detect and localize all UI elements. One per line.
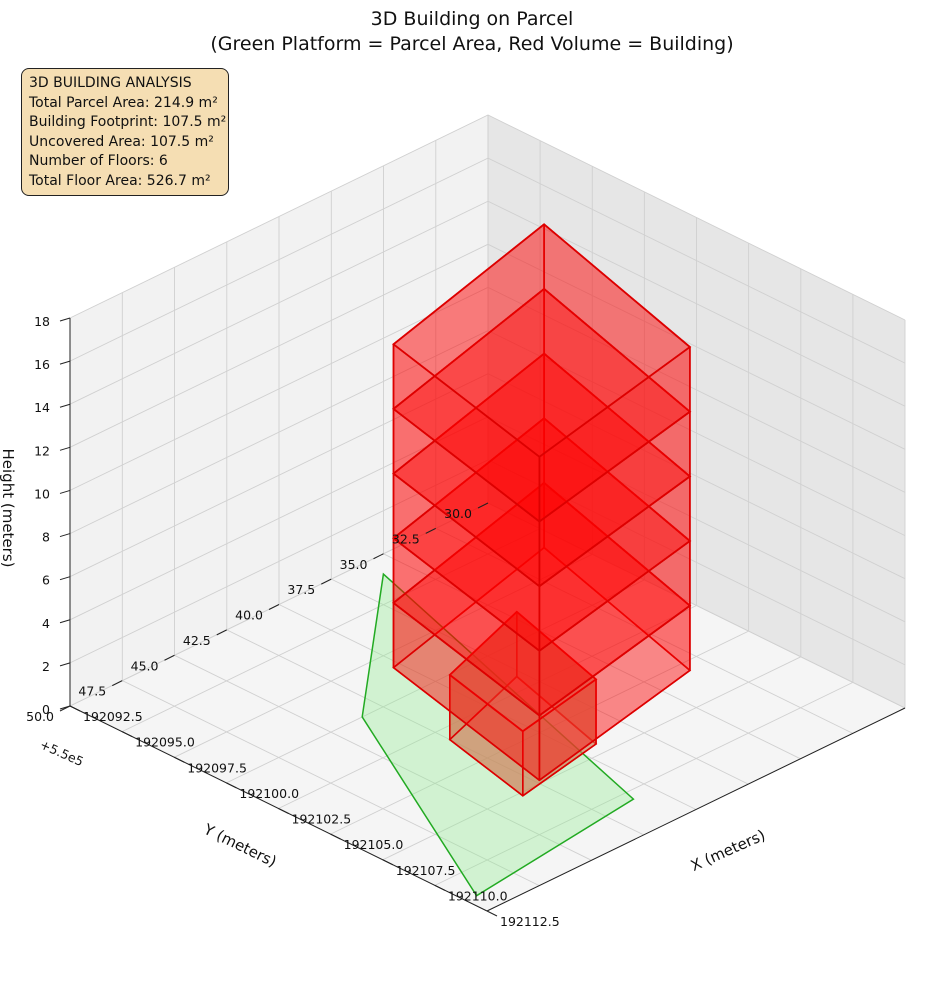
y-tick-label: 50.0 (26, 709, 54, 724)
x-tick (174, 756, 185, 763)
info-line-footprint: Building Footprint: 107.5 m² (29, 114, 227, 131)
chart-title-line1: 3D Building on Parcel (370, 8, 574, 30)
x-tick-label: 192095.0 (135, 735, 195, 750)
x-tick-label: 192100.0 (239, 786, 299, 801)
x-tick (226, 782, 237, 789)
z-tick (59, 489, 71, 494)
x-axis-line (486, 707, 906, 912)
info-line-floor-area: Total Floor Area: 526.7 m² (29, 172, 211, 189)
x-tick (486, 910, 498, 917)
y-tick (425, 527, 436, 534)
y-tick-label: 30.0 (444, 506, 472, 521)
z-tick-label: 4 (42, 616, 50, 631)
y-tick (477, 502, 489, 509)
z-tick (59, 662, 71, 667)
grid-line-z (69, 373, 906, 580)
z-tick-label: 18 (34, 314, 50, 329)
grid-line-z (69, 157, 906, 364)
info-line-parcel-area: Total Parcel Area: 214.9 m² (29, 94, 218, 111)
z-tick (59, 705, 71, 710)
y-tick-label: 37.5 (287, 582, 315, 597)
x-tick-label: 192102.5 (292, 812, 352, 827)
x-tick (278, 808, 289, 814)
x-tick (382, 859, 393, 866)
y-tick (164, 654, 175, 661)
grid-line-z (69, 243, 906, 450)
x-tick-label: 192107.5 (396, 863, 456, 878)
z-tick-label: 8 (42, 530, 50, 545)
y-tick-label: 47.5 (78, 684, 106, 699)
z-tick-label: 6 (42, 573, 50, 588)
info-heading: 3D BUILDING ANALYSIS (29, 75, 192, 91)
info-line-uncovered: Uncovered Area: 107.5 m² (29, 133, 214, 150)
floor-4 (392, 352, 692, 652)
z-tick (59, 317, 71, 322)
z-tick-label: 16 (34, 357, 50, 372)
grid-line-z (69, 459, 906, 666)
z-tick (59, 360, 71, 365)
z-tick-label: 10 (34, 486, 50, 501)
z-tick-label: 14 (34, 400, 50, 415)
grid-line-z (69, 114, 906, 321)
z-tick (59, 576, 71, 581)
floor-2 (392, 481, 692, 782)
x-tick (121, 731, 133, 738)
x-tick (330, 833, 341, 840)
z-tick (59, 533, 71, 538)
z-tick-label: 12 (34, 443, 50, 458)
info-line-floors: Number of Floors: 6 (29, 153, 168, 170)
z-tick (59, 619, 71, 624)
x-tick-label: 192112.5 (500, 914, 560, 929)
z-tick-label: 2 (42, 659, 50, 674)
y-offset-label: +5.5e5 (38, 737, 86, 769)
y-tick (216, 629, 227, 636)
y-tick (112, 680, 123, 687)
floor-6-top (392, 223, 692, 458)
chart-title-line2: (Green Platform = Parcel Area, Red Volum… (210, 33, 734, 55)
y-axis-title: Y (meters) (200, 820, 279, 871)
axes: 192092.5 192095.0 192097.5 192100.0 192102.5… (0, 314, 906, 929)
z-tick-label: 0 (42, 702, 50, 717)
floor-5 (392, 287, 692, 588)
y-tick-label: 32.5 (392, 531, 420, 546)
x-tick-label: 192092.5 (83, 709, 143, 724)
grid-line-z (69, 200, 906, 407)
floor-6 (392, 223, 692, 523)
x-tick-label: 192110.0 (448, 888, 508, 903)
x-tick (69, 705, 81, 712)
y-tick-label: 40.0 (235, 608, 263, 623)
x-tick-label: 192105.0 (344, 837, 404, 852)
y-tick-label: 45.0 (131, 658, 159, 673)
y-tick (373, 553, 384, 560)
floor-3 (392, 417, 692, 717)
z-tick (59, 403, 71, 408)
building-layer (392, 223, 692, 797)
x-axis-title: X (meters) (688, 826, 768, 875)
z-tick (59, 446, 71, 451)
x-tick-label: 192097.5 (187, 760, 247, 775)
y-tick-label: 35.0 (340, 557, 368, 572)
y-tick (321, 578, 332, 585)
grid-line-z (69, 286, 906, 493)
y-tick (268, 604, 280, 610)
grid-line-z (69, 330, 906, 537)
y-tick-label: 42.5 (183, 633, 211, 648)
z-axis-title: Height (meters) (0, 449, 17, 568)
analysis-info-box: 3D BUILDING ANALYSIS Total Parcel Area: … (21, 68, 229, 196)
x-tick (434, 884, 446, 891)
